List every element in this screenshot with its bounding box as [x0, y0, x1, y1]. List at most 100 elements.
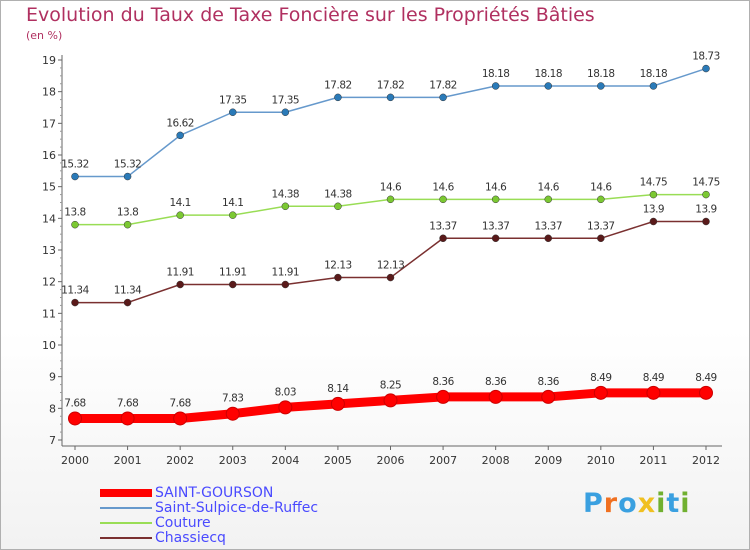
data-point — [123, 298, 132, 307]
data-point — [281, 280, 290, 289]
data-point — [649, 190, 658, 199]
data-label: 12.13 — [377, 260, 405, 272]
data-point — [593, 385, 608, 400]
data-point — [383, 393, 398, 408]
legend: SAINT-GOURSON Saint-Sulpice-de-Ruffec Co… — [100, 485, 318, 545]
data-point — [176, 211, 184, 219]
data-point — [439, 93, 447, 102]
data-label: 13.9 — [695, 204, 716, 216]
data-label: 7.68 — [64, 397, 85, 409]
data-label: 13.8 — [117, 207, 138, 219]
x-tick-label: 2008 — [482, 454, 510, 467]
data-point — [491, 82, 500, 90]
data-point — [120, 411, 135, 426]
chart-title: Evolution du Taux de Taxe Foncière sur l… — [26, 4, 595, 26]
data-point — [278, 400, 293, 415]
legend-label: Chassiecq — [155, 529, 226, 546]
data-point — [544, 195, 552, 204]
data-label: 11.91 — [219, 267, 247, 279]
x-tick-label: 2011 — [639, 454, 667, 467]
data-label: 14.6 — [485, 181, 507, 193]
data-label: 14.38 — [272, 188, 300, 200]
data-label: 17.35 — [219, 94, 247, 106]
data-point — [334, 93, 342, 102]
data-point — [597, 195, 605, 204]
data-label: 14.75 — [640, 177, 668, 189]
data-point — [702, 190, 710, 199]
x-tick-label: 2009 — [534, 454, 562, 467]
data-point — [699, 385, 713, 400]
y-tick-label: 7 — [49, 434, 56, 447]
data-label: 13.37 — [429, 220, 457, 232]
data-point — [225, 406, 240, 421]
legend-swatch — [100, 488, 152, 497]
data-point — [491, 195, 500, 204]
data-point — [173, 411, 188, 426]
legend-label: SAINT-GOURSON — [155, 484, 274, 501]
logo-letter: r — [603, 488, 619, 519]
legend-swatch — [100, 536, 152, 539]
y-tick-label: 18 — [42, 86, 56, 99]
data-point — [123, 220, 132, 229]
data-point — [334, 273, 342, 282]
x-tick-label: 2001 — [114, 454, 142, 467]
data-label: 13.9 — [643, 204, 664, 216]
data-point — [702, 64, 710, 73]
data-label: 18.18 — [482, 68, 510, 80]
data-label: 8.49 — [643, 372, 664, 384]
data-point — [541, 389, 556, 404]
data-label: 8.49 — [590, 372, 611, 384]
data-point — [334, 202, 342, 211]
data-point — [386, 273, 395, 282]
x-tick-label: 2010 — [587, 454, 615, 467]
data-label: 14.38 — [324, 188, 352, 200]
data-label: 17.35 — [272, 94, 300, 106]
proxiti-logo: Proxiti — [583, 488, 691, 519]
x-tick-label: 2012 — [692, 454, 720, 467]
data-label: 13.8 — [64, 207, 85, 219]
data-point — [597, 82, 605, 90]
x-tick-label: 2002 — [166, 454, 194, 467]
data-point — [649, 217, 658, 226]
data-label: 7.83 — [222, 393, 243, 405]
y-tick-label: 8 — [49, 402, 56, 415]
y-tick-label: 11 — [42, 307, 56, 320]
logo-letter: i — [656, 488, 667, 519]
data-label: 13.37 — [482, 220, 510, 232]
x-tick-label: 2005 — [324, 454, 352, 467]
y-tick-label: 9 — [49, 371, 56, 384]
data-label: 14.1 — [222, 197, 243, 209]
data-label: 18.18 — [534, 68, 562, 80]
logo-letter: i — [680, 488, 691, 519]
data-label: 14.6 — [380, 181, 402, 193]
data-label: 13.37 — [587, 220, 615, 232]
data-point — [439, 234, 447, 243]
data-point — [386, 93, 395, 102]
x-tick-label: 2003 — [219, 454, 247, 467]
data-point — [71, 298, 79, 307]
y-tick-label: 19 — [42, 54, 56, 67]
data-label: 12.13 — [324, 260, 352, 272]
data-point — [229, 211, 237, 219]
data-label: 7.68 — [117, 397, 138, 409]
data-label: 11.91 — [272, 267, 300, 279]
legend-item: SAINT-GOURSON — [100, 485, 318, 500]
data-point — [229, 280, 237, 289]
data-point — [544, 234, 552, 243]
y-tick-label: 13 — [42, 244, 56, 257]
data-label: 8.25 — [380, 379, 401, 391]
y-tick-label: 16 — [42, 149, 56, 162]
data-label: 18.18 — [640, 68, 668, 80]
x-tick-label: 2000 — [61, 454, 89, 467]
logo-letter: x — [637, 488, 657, 519]
data-label: 11.34 — [61, 285, 89, 297]
y-axis-unit: (en %) — [26, 29, 63, 42]
data-label: 15.32 — [61, 159, 89, 171]
y-tick-label: 17 — [42, 117, 56, 130]
data-label: 8.36 — [432, 376, 454, 388]
data-point — [123, 172, 132, 181]
data-label: 17.82 — [429, 79, 457, 91]
data-point — [229, 108, 237, 116]
logo-letter: t — [666, 488, 681, 519]
